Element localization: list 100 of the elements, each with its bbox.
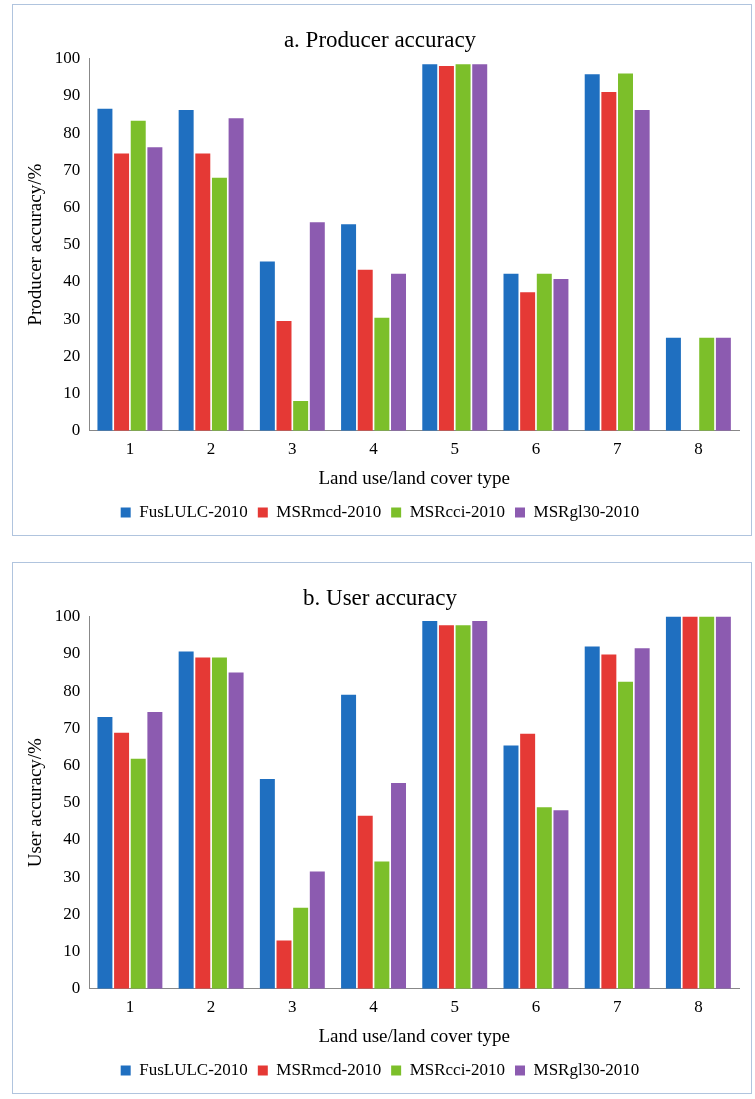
bar (211, 657, 227, 989)
bar (195, 657, 211, 989)
bar (130, 120, 146, 431)
bar (699, 337, 715, 431)
bar (259, 778, 275, 989)
bar (438, 66, 454, 431)
bar (634, 109, 650, 431)
legend-label: FusLULC-2010 (139, 501, 248, 521)
bar (665, 337, 681, 431)
x-tick-label: 8 (694, 439, 703, 459)
bar (211, 177, 227, 431)
bar (228, 672, 244, 989)
bar (228, 118, 244, 431)
y-tick-label: 70 (63, 159, 81, 179)
bar (309, 871, 325, 989)
x-tick-label: 3 (288, 439, 297, 459)
y-tick-label: 80 (63, 680, 81, 700)
y-tick-label: 30 (63, 866, 81, 886)
bar (601, 654, 617, 989)
x-axis-title: Land use/land cover type (318, 466, 510, 488)
bar (114, 732, 130, 989)
bar (536, 273, 552, 431)
y-tick-label: 30 (63, 308, 81, 328)
bar (309, 222, 325, 431)
legend-label: MSRcci-2010 (409, 501, 506, 521)
bar (665, 616, 681, 989)
bar (341, 224, 357, 431)
bar (584, 646, 600, 989)
x-tick-label: 4 (369, 439, 379, 459)
bar (553, 278, 569, 431)
bar (472, 64, 488, 431)
bar (455, 625, 471, 989)
bar (147, 147, 163, 431)
bar (503, 745, 519, 989)
bar (195, 153, 211, 431)
legend-label: MSRcci-2010 (409, 1059, 506, 1079)
bar (374, 317, 390, 431)
y-tick-label: 20 (63, 345, 81, 365)
x-tick-label: 5 (450, 439, 460, 459)
bar (178, 109, 194, 431)
legend-label: MSRgl30-2010 (533, 501, 640, 521)
y-tick-label: 100 (54, 606, 81, 626)
y-axis-title: Producer accuracy/% (24, 163, 46, 326)
bar (391, 782, 407, 989)
x-tick-label: 6 (531, 997, 541, 1017)
bar (472, 621, 488, 989)
bar (618, 681, 633, 989)
x-tick-label: 7 (612, 439, 622, 459)
bar (715, 337, 731, 431)
bar (357, 269, 373, 431)
x-tick-label: 7 (612, 997, 622, 1017)
bar (259, 261, 275, 431)
bar (422, 64, 438, 431)
bar (682, 616, 698, 989)
bar (147, 711, 163, 989)
y-tick-label: 70 (63, 717, 81, 737)
bar (455, 64, 471, 431)
bar (293, 907, 309, 989)
y-tick-label: 40 (63, 829, 81, 849)
y-tick-label: 90 (63, 85, 81, 105)
x-tick-label: 1 (125, 439, 135, 459)
legend-label: FusLULC-2010 (139, 1059, 248, 1079)
legend-label: MSRmcd-2010 (276, 501, 382, 521)
y-tick-label: 10 (63, 941, 81, 961)
x-tick-label: 5 (450, 997, 460, 1017)
bar (276, 321, 292, 431)
bar (584, 74, 600, 431)
bar (97, 108, 113, 431)
bar (178, 651, 194, 989)
bar (438, 625, 454, 989)
x-tick-label: 8 (694, 997, 703, 1017)
bar (97, 717, 113, 989)
bar (422, 621, 438, 989)
bar (114, 153, 130, 431)
bar (503, 273, 519, 431)
bar (357, 815, 373, 989)
bar (634, 648, 650, 989)
y-tick-label: 0 (71, 420, 81, 440)
chart-title: b. User accuracy (303, 584, 458, 610)
bar (130, 758, 146, 989)
y-tick-label: 80 (63, 122, 81, 142)
chart-title: a. Producer accuracy (283, 26, 477, 52)
bar (374, 861, 390, 989)
y-tick-label: 60 (63, 754, 81, 774)
bar (391, 273, 407, 431)
y-tick-label: 100 (54, 48, 81, 68)
x-tick-label: 2 (206, 439, 216, 459)
bar (520, 292, 536, 431)
bar (276, 940, 292, 989)
legend-label: MSRgl30-2010 (533, 1059, 640, 1079)
x-tick-label: 3 (288, 997, 297, 1017)
y-tick-label: 90 (63, 643, 81, 663)
x-tick-label: 6 (531, 439, 541, 459)
y-tick-label: 50 (63, 792, 81, 812)
bar (520, 733, 536, 989)
x-tick-label: 1 (125, 997, 135, 1017)
y-tick-label: 40 (63, 271, 81, 291)
y-tick-label: 0 (71, 978, 81, 998)
y-tick-label: 10 (63, 383, 81, 403)
bar (699, 616, 715, 989)
